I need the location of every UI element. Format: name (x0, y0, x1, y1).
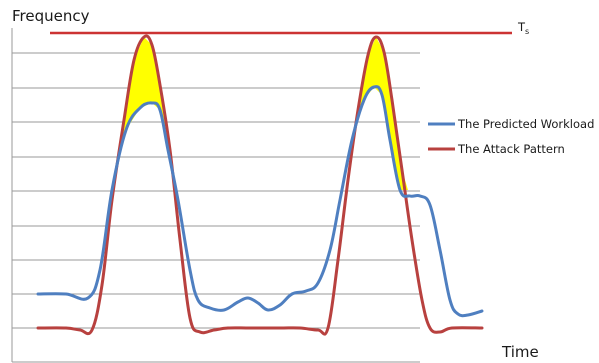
threshold-label: Ts (517, 20, 529, 36)
grid-lines (11, 28, 420, 363)
x-axis-label: Time (501, 343, 539, 361)
legend-label-predicted: The Predicted Workload (457, 117, 594, 131)
y-axis-label: Frequency (12, 7, 90, 25)
legend: The Predicted Workload The Attack Patter… (428, 117, 594, 156)
legend-label-attack: The Attack Pattern (457, 142, 565, 156)
predicted-workload-line (36, 85, 484, 318)
attack-pattern-line (36, 34, 484, 336)
